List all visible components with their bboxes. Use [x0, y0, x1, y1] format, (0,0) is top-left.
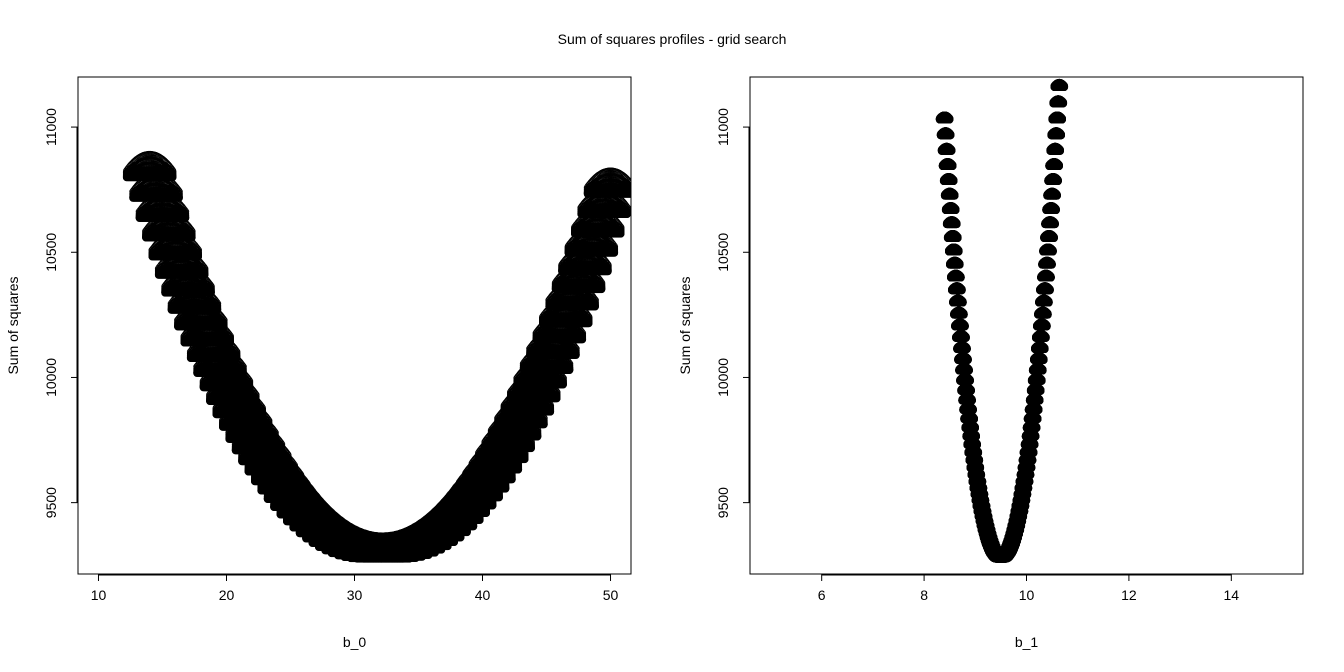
- data-point: [168, 165, 176, 174]
- figure-title: Sum of squares profiles - grid search: [0, 31, 1344, 47]
- data-point: [168, 168, 176, 176]
- data-point: [168, 167, 177, 175]
- points-group: [122, 150, 631, 563]
- data-point: [168, 169, 177, 177]
